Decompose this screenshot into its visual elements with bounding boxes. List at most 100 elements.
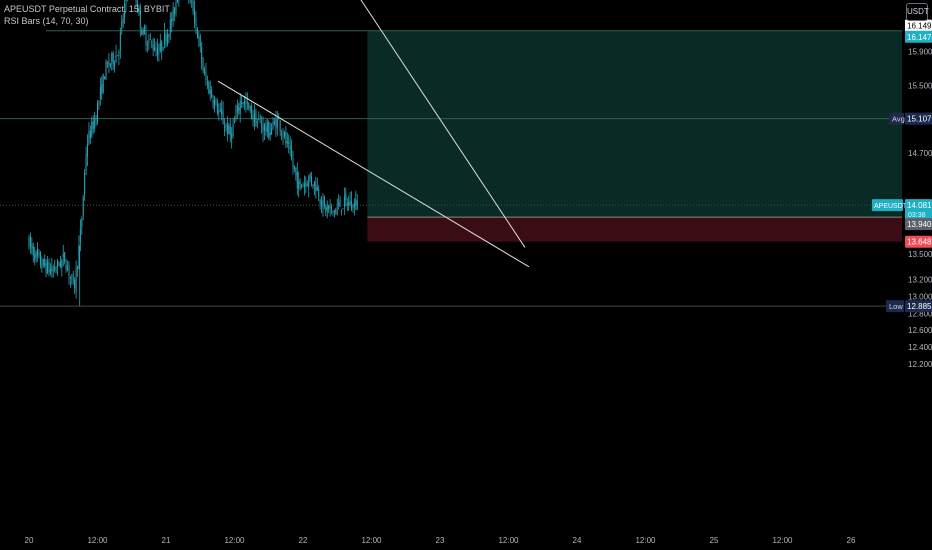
candle-body	[71, 274, 73, 276]
take-profit-zone	[367, 30, 902, 218]
candle-body	[355, 199, 357, 206]
x-tick-label: 24	[573, 536, 582, 545]
candle-body	[256, 121, 258, 124]
candle-body	[209, 89, 211, 95]
candle-body	[228, 125, 230, 135]
candle-body	[276, 117, 278, 128]
candle-body	[266, 123, 268, 132]
candle-body	[291, 148, 293, 159]
candle-body	[329, 206, 331, 209]
candle-body	[105, 61, 107, 79]
candle-body	[202, 62, 204, 71]
candle-body	[224, 126, 226, 128]
candle-body	[174, 7, 176, 14]
candle-body	[335, 208, 337, 215]
candle-body	[192, 0, 194, 12]
candle-body	[288, 141, 290, 144]
candle-body	[114, 62, 116, 67]
x-tick-label: 20	[25, 536, 34, 545]
candle-body	[219, 109, 221, 112]
current-value-bg	[905, 199, 932, 220]
candle-body	[98, 100, 100, 103]
candle-body	[125, 0, 127, 2]
candle-body	[281, 133, 283, 135]
candle-body	[299, 181, 301, 184]
candle-series	[28, 0, 358, 307]
avg-value: 15.107	[907, 115, 932, 124]
candle-body	[249, 106, 251, 111]
candle-body	[54, 266, 56, 271]
candle-body	[323, 196, 325, 206]
candle-body	[38, 252, 40, 255]
candle-body	[235, 114, 237, 119]
y-tick-label: 15.500	[908, 81, 932, 90]
candle-body	[84, 172, 86, 195]
candle-body	[124, 3, 126, 18]
candle-body	[161, 41, 163, 51]
candle-body	[51, 266, 53, 272]
candle-body	[57, 259, 59, 268]
candle-body	[343, 196, 345, 207]
candle-body	[286, 141, 288, 144]
y-tick-label: 13.000	[908, 292, 932, 301]
candle-body	[138, 8, 140, 10]
candle-body	[29, 236, 31, 246]
candle-body	[52, 269, 54, 271]
candle-body	[253, 113, 255, 123]
candle-body	[215, 100, 217, 103]
candle-body	[296, 172, 298, 189]
symbol-title[interactable]: APEUSDT Perpetual Contract, 15, BYBIT	[4, 4, 170, 14]
candle-body	[206, 81, 208, 83]
candle-body	[322, 199, 324, 210]
lower-trendline	[217, 80, 530, 268]
candle-body	[353, 202, 355, 207]
candle-body	[216, 102, 218, 114]
countdown: 03:38	[908, 212, 926, 219]
candle-body	[246, 102, 248, 104]
stop-value-bg	[905, 235, 932, 248]
candle-body	[142, 29, 144, 34]
y-tick-label: 12.800	[908, 309, 932, 318]
indicator-title[interactable]: RSI Bars (14, 70, 30)	[4, 15, 89, 26]
candle-body	[139, 6, 141, 28]
candle-body	[221, 108, 223, 115]
chart-legend: APEUSDT Perpetual Contract, 15, BYBIT RS…	[4, 4, 170, 27]
candle-body	[88, 131, 90, 144]
symbol-tag: APEUSDT	[874, 203, 908, 210]
candle-body	[119, 32, 121, 51]
candle-body	[42, 259, 44, 266]
candle-body	[309, 174, 311, 178]
price-axis: 12.200 12.400 12.600 12.800 13.000 13.200 13.5…	[908, 48, 932, 369]
candle-body	[356, 200, 358, 210]
candle-body	[172, 9, 174, 21]
candle-body	[34, 253, 36, 261]
candle-body	[28, 237, 30, 248]
candle-body	[99, 87, 101, 99]
candle-body	[234, 120, 235, 124]
candle-body	[255, 110, 257, 127]
candle-body	[302, 186, 304, 188]
candle-body	[308, 176, 310, 188]
candle-body	[144, 26, 146, 34]
candle-body	[58, 262, 60, 266]
candle-body	[251, 105, 253, 119]
candle-body	[342, 208, 344, 210]
candle-body	[37, 248, 39, 256]
candle-body	[231, 134, 233, 139]
wedge-trendlines	[217, 0, 530, 268]
candle-body	[169, 19, 171, 35]
candle-body	[32, 246, 34, 256]
candle-body	[85, 154, 87, 172]
candle-body	[155, 49, 157, 51]
candle-body	[94, 119, 96, 129]
candle-body	[208, 82, 210, 94]
currency-button[interactable]: USDT	[906, 3, 929, 21]
x-tick-label: 26	[847, 536, 856, 545]
x-tick-label: 12:00	[224, 536, 245, 545]
candle-body	[115, 54, 117, 63]
candle-body	[104, 76, 106, 80]
candle-body	[346, 202, 348, 206]
avg-tag: Avg	[892, 115, 905, 124]
candle-body	[252, 116, 254, 120]
